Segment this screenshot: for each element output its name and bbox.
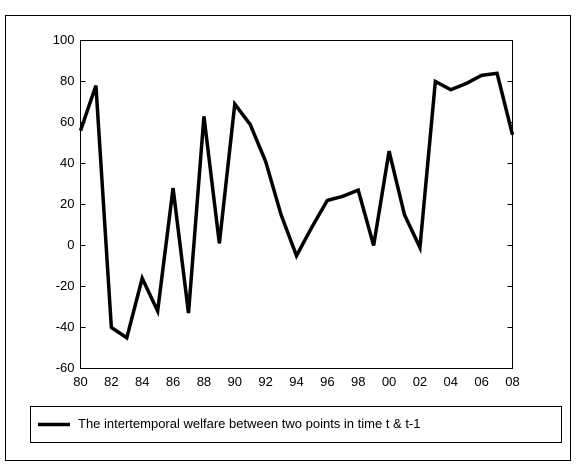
plot-area [80,40,513,369]
y-tick-label: -60 [56,360,75,375]
legend-label: The intertemporal welfare between two po… [78,416,421,431]
x-tick-label: 80 [73,374,87,389]
y-tick-label: -40 [56,319,75,334]
y-tick-label: 80 [60,73,74,88]
y-tick-label: 20 [60,196,74,211]
x-tick-label: 00 [382,374,396,389]
line [78,71,515,341]
x-tick-label: 02 [413,374,427,389]
legend-box [30,406,562,443]
y-tick-label: -20 [56,278,75,293]
y-tick-label: 0 [67,237,74,252]
x-tick-label: 86 [166,374,180,389]
y-tick-label: 40 [60,155,74,170]
x-tick-label: 06 [474,374,488,389]
x-tick-label: 94 [289,374,303,389]
x-tick-label: 04 [444,374,458,389]
x-tick-label: 88 [197,374,211,389]
y-tick-label: 60 [60,114,74,129]
y-tick-label: 100 [53,32,75,47]
x-tick-label: 92 [258,374,272,389]
x-tick-label: 90 [228,374,242,389]
x-tick-label: 82 [104,374,118,389]
x-tick-label: 84 [135,374,149,389]
x-tick-label: 98 [351,374,365,389]
x-tick-label: 08 [505,374,519,389]
x-tick-label: 96 [320,374,334,389]
